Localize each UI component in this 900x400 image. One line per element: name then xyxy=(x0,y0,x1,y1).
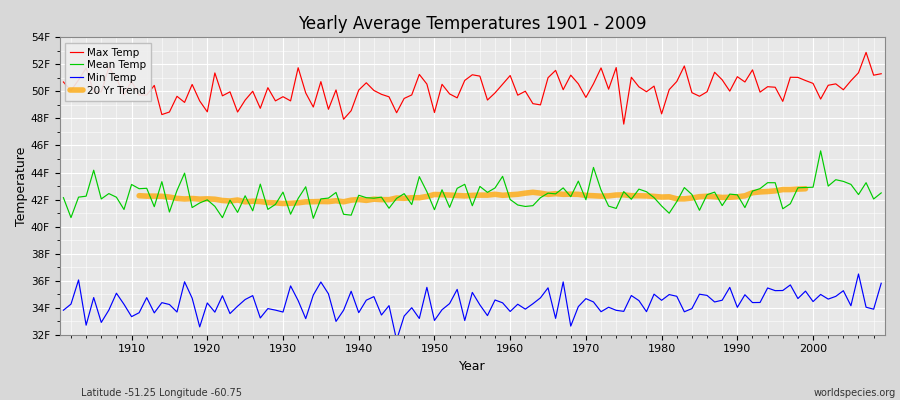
Min Temp xyxy=(330,319,341,324)
Max Temp xyxy=(596,66,607,70)
Max Temp xyxy=(860,50,871,55)
Max Temp xyxy=(618,122,629,126)
20 Yr Trend xyxy=(202,196,212,201)
Min Temp xyxy=(512,302,523,307)
Line: Mean Temp: Mean Temp xyxy=(63,151,881,218)
Mean Temp xyxy=(876,190,886,195)
20 Yr Trend xyxy=(217,198,228,203)
Line: Min Temp: Min Temp xyxy=(63,274,881,340)
Mean Temp xyxy=(119,207,130,212)
20 Yr Trend xyxy=(277,201,288,206)
Min Temp xyxy=(603,305,614,310)
Mean Temp xyxy=(58,195,68,200)
Text: worldspecies.org: worldspecies.org xyxy=(814,388,896,398)
Max Temp xyxy=(58,80,68,84)
20 Yr Trend xyxy=(732,194,742,199)
Legend: Max Temp, Mean Temp, Min Temp, 20 Yr Trend: Max Temp, Mean Temp, Min Temp, 20 Yr Tre… xyxy=(65,42,151,101)
Mean Temp xyxy=(603,204,614,208)
Text: Latitude -51.25 Longitude -60.75: Latitude -51.25 Longitude -60.75 xyxy=(81,388,242,398)
Line: 20 Yr Trend: 20 Yr Trend xyxy=(140,189,806,204)
Mean Temp xyxy=(505,197,516,202)
Max Temp xyxy=(497,82,508,87)
Min Temp xyxy=(119,302,130,307)
Max Temp xyxy=(330,88,341,92)
X-axis label: Year: Year xyxy=(459,360,486,373)
Max Temp xyxy=(505,73,516,78)
Min Temp xyxy=(853,272,864,276)
20 Yr Trend xyxy=(399,196,410,201)
Max Temp xyxy=(876,71,886,76)
Min Temp xyxy=(505,309,516,314)
Max Temp xyxy=(285,98,296,103)
Mean Temp xyxy=(308,216,319,221)
Line: Max Temp: Max Temp xyxy=(63,52,881,124)
20 Yr Trend xyxy=(800,186,811,191)
Title: Yearly Average Temperatures 1901 - 2009: Yearly Average Temperatures 1901 - 2009 xyxy=(298,15,646,33)
Min Temp xyxy=(876,281,886,286)
Mean Temp xyxy=(285,212,296,217)
Mean Temp xyxy=(512,202,523,207)
20 Yr Trend xyxy=(134,193,145,198)
20 Yr Trend xyxy=(270,200,281,205)
20 Yr Trend xyxy=(482,193,493,198)
Min Temp xyxy=(392,338,402,342)
Y-axis label: Temperature: Temperature xyxy=(15,146,28,226)
Mean Temp xyxy=(338,212,349,217)
Min Temp xyxy=(58,308,68,313)
Max Temp xyxy=(119,93,130,98)
Mean Temp xyxy=(815,148,826,153)
Min Temp xyxy=(285,284,296,288)
